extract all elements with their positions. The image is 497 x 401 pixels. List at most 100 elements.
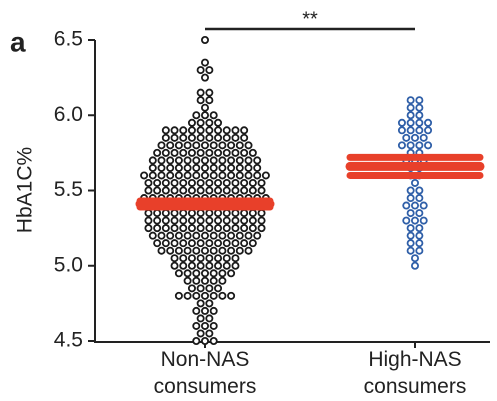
data-point — [187, 216, 196, 225]
data-point — [161, 126, 170, 135]
data-point — [415, 96, 424, 105]
data-point — [157, 163, 166, 172]
data-point — [200, 103, 209, 112]
data-point — [179, 186, 188, 195]
data-point — [174, 141, 183, 150]
data-point — [406, 209, 415, 218]
data-point — [222, 224, 231, 233]
data-point — [218, 276, 227, 285]
data-point — [209, 171, 218, 180]
data-point — [196, 133, 205, 142]
data-point — [227, 171, 236, 180]
data-point — [187, 224, 196, 233]
data-point — [253, 156, 262, 165]
data-point — [153, 178, 162, 187]
data-point — [187, 126, 196, 135]
data-point — [183, 156, 192, 165]
data-point — [192, 269, 201, 278]
data-point — [196, 126, 205, 135]
data-point — [179, 209, 188, 218]
data-point — [144, 224, 153, 233]
data-point — [214, 126, 223, 135]
data-point — [196, 314, 205, 323]
data-point — [183, 291, 192, 300]
data-point — [183, 246, 192, 255]
data-point — [174, 171, 183, 180]
data-point — [209, 276, 218, 285]
data-point — [200, 171, 209, 180]
data-point — [406, 141, 415, 150]
data-point — [410, 254, 419, 263]
data-point — [205, 299, 214, 308]
data-point — [240, 178, 249, 187]
data-point — [144, 178, 153, 187]
data-point — [397, 141, 406, 150]
data-point — [153, 186, 162, 195]
data-point — [187, 148, 196, 157]
data-point — [406, 224, 415, 233]
data-point — [214, 254, 223, 263]
data-point — [196, 239, 205, 248]
data-point — [244, 246, 253, 255]
data-point — [200, 269, 209, 278]
data-point — [174, 269, 183, 278]
data-point — [406, 103, 415, 112]
data-point — [183, 171, 192, 180]
data-point — [170, 261, 179, 270]
data-point — [218, 171, 227, 180]
data-point — [187, 239, 196, 248]
data-point — [415, 186, 424, 195]
data-point — [183, 163, 192, 172]
data-point — [161, 239, 170, 248]
data-point — [144, 216, 153, 225]
data-point — [415, 111, 424, 120]
data-point — [214, 261, 223, 270]
data-point — [148, 231, 157, 240]
data-point — [253, 231, 262, 240]
data-point — [170, 126, 179, 135]
data-point — [209, 231, 218, 240]
data-point — [248, 224, 257, 233]
data-point — [402, 201, 411, 210]
data-point — [244, 156, 253, 165]
data-point — [240, 148, 249, 157]
data-point — [235, 163, 244, 172]
data-point — [200, 163, 209, 172]
data-point — [419, 201, 428, 210]
data-point — [170, 186, 179, 195]
data-point — [179, 178, 188, 187]
data-point — [200, 156, 209, 165]
data-point — [200, 306, 209, 315]
data-point — [209, 336, 218, 345]
data-point — [424, 141, 433, 150]
data-point — [179, 261, 188, 270]
data-point — [231, 216, 240, 225]
data-point — [166, 171, 175, 180]
data-point — [257, 224, 266, 233]
data-point — [227, 163, 236, 172]
data-point — [196, 88, 205, 97]
data-point — [205, 284, 214, 293]
data-point — [227, 141, 236, 150]
data-point — [406, 186, 415, 195]
data-point — [406, 118, 415, 127]
data-point — [240, 239, 249, 248]
data-point — [406, 194, 415, 203]
data-point — [183, 276, 192, 285]
data-point — [179, 148, 188, 157]
data-point — [161, 178, 170, 187]
data-point — [187, 254, 196, 263]
data-point — [170, 216, 179, 225]
data-point — [240, 224, 249, 233]
data-point — [231, 254, 240, 263]
data-point — [161, 133, 170, 142]
data-point — [192, 276, 201, 285]
data-point — [183, 141, 192, 150]
data-point — [227, 156, 236, 165]
data-point — [410, 133, 419, 142]
data-point — [415, 126, 424, 135]
data-point — [222, 209, 231, 218]
x-tick-label: Non-NAS consumers — [153, 348, 257, 398]
data-point — [200, 73, 209, 82]
data-point — [214, 216, 223, 225]
